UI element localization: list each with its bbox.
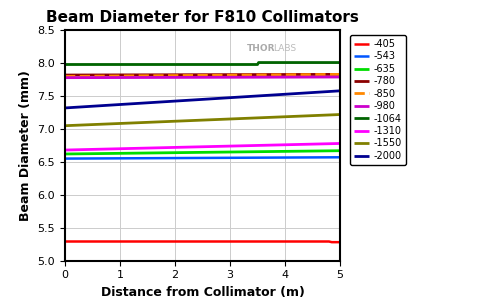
-1064 [62,63,68,66]
-1064 [337,61,343,64]
Text: THOR: THOR [246,44,275,53]
-405 [329,240,335,244]
-1064 [254,63,260,66]
-405 [62,240,68,243]
-1064 [256,61,262,64]
-405 [326,240,332,243]
-405 [337,240,343,244]
Line: -1064: -1064 [65,62,340,65]
Text: LABS: LABS [272,44,296,53]
Title: Beam Diameter for F810 Collimators: Beam Diameter for F810 Collimators [46,10,359,25]
X-axis label: Distance from Collimator (m): Distance from Collimator (m) [100,286,304,299]
Y-axis label: Beam Diameter (mm): Beam Diameter (mm) [19,70,32,221]
Legend: -405, -543, -635, -780, -850, -980, -1064, -1310, -1550, -2000: -405, -543, -635, -780, -850, -980, -106… [350,35,406,165]
Line: -405: -405 [65,241,340,242]
